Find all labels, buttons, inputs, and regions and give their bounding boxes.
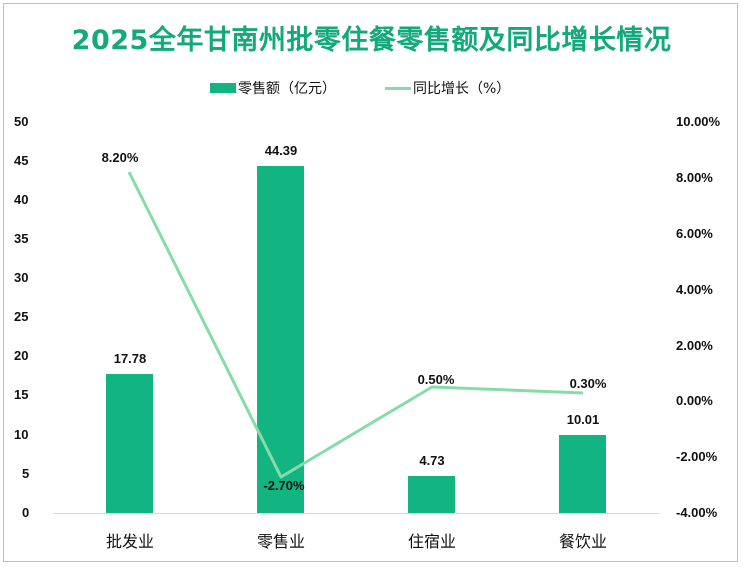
legend-bar-label: 零售额（亿元）	[238, 81, 336, 97]
right-axis-tick: 2.00%	[676, 338, 713, 353]
line-value-label: -2.70%	[263, 478, 305, 493]
right-axis-tick: -4.00%	[676, 505, 718, 520]
line-value-label: 8.20%	[101, 150, 139, 165]
left-axis-tick: 50	[14, 114, 29, 129]
left-axis-tick: 10	[14, 427, 29, 442]
right-axis-tick: 0.00%	[676, 393, 713, 408]
bar-value-label: 10.01	[566, 412, 600, 427]
legend-bar-swatch	[210, 83, 236, 93]
bar-value-label: 4.73	[419, 453, 445, 468]
right-axis-tick: 4.00%	[676, 282, 713, 297]
left-axis-tick: 0	[22, 505, 30, 520]
left-axis-tick: 15	[14, 387, 29, 402]
bar-accommodation	[408, 476, 455, 513]
legend-item-growth: 同比增长（%）	[385, 78, 510, 98]
chart-title: 2025全年甘南州批零住餐零售额及同比增长情况	[71, 25, 672, 56]
right-axis-tick: 10.00%	[676, 114, 721, 129]
legend: 零售额（亿元） 同比增长（%）	[0, 78, 743, 98]
left-axis-tick: 45	[14, 153, 29, 168]
left-axis-tick: 25	[14, 309, 29, 324]
right-axis-tick: -2.00%	[676, 449, 718, 464]
bar-catering	[559, 435, 606, 513]
line-value-label: 0.50%	[417, 372, 455, 387]
x-axis-label: 住宿业	[407, 532, 456, 551]
legend-item-sales: 零售额（亿元）	[210, 78, 336, 98]
bar-wholesale	[106, 374, 153, 513]
bar-value-label: 44.39	[264, 143, 298, 158]
x-axis-label: 批发业	[105, 532, 154, 551]
line-value-label: 0.30%	[569, 376, 607, 391]
right-axis-tick: 8.00%	[676, 170, 713, 185]
left-axis-tick: 40	[14, 192, 29, 207]
bar-value-label: 17.78	[113, 351, 147, 366]
left-axis-tick: 5	[22, 466, 30, 481]
left-axis-tick: 35	[14, 231, 29, 246]
growth-line	[127, 171, 584, 479]
left-axis-tick: 30	[14, 270, 29, 285]
x-axis-label: 餐饮业	[558, 532, 607, 551]
x-axis-label: 零售业	[256, 532, 305, 551]
left-axis-tick: 20	[14, 348, 29, 363]
legend-line-label: 同比增长（%）	[413, 81, 511, 97]
legend-line-swatch	[385, 86, 411, 90]
right-axis-tick: 6.00%	[676, 226, 713, 241]
bar-retail	[257, 166, 304, 513]
